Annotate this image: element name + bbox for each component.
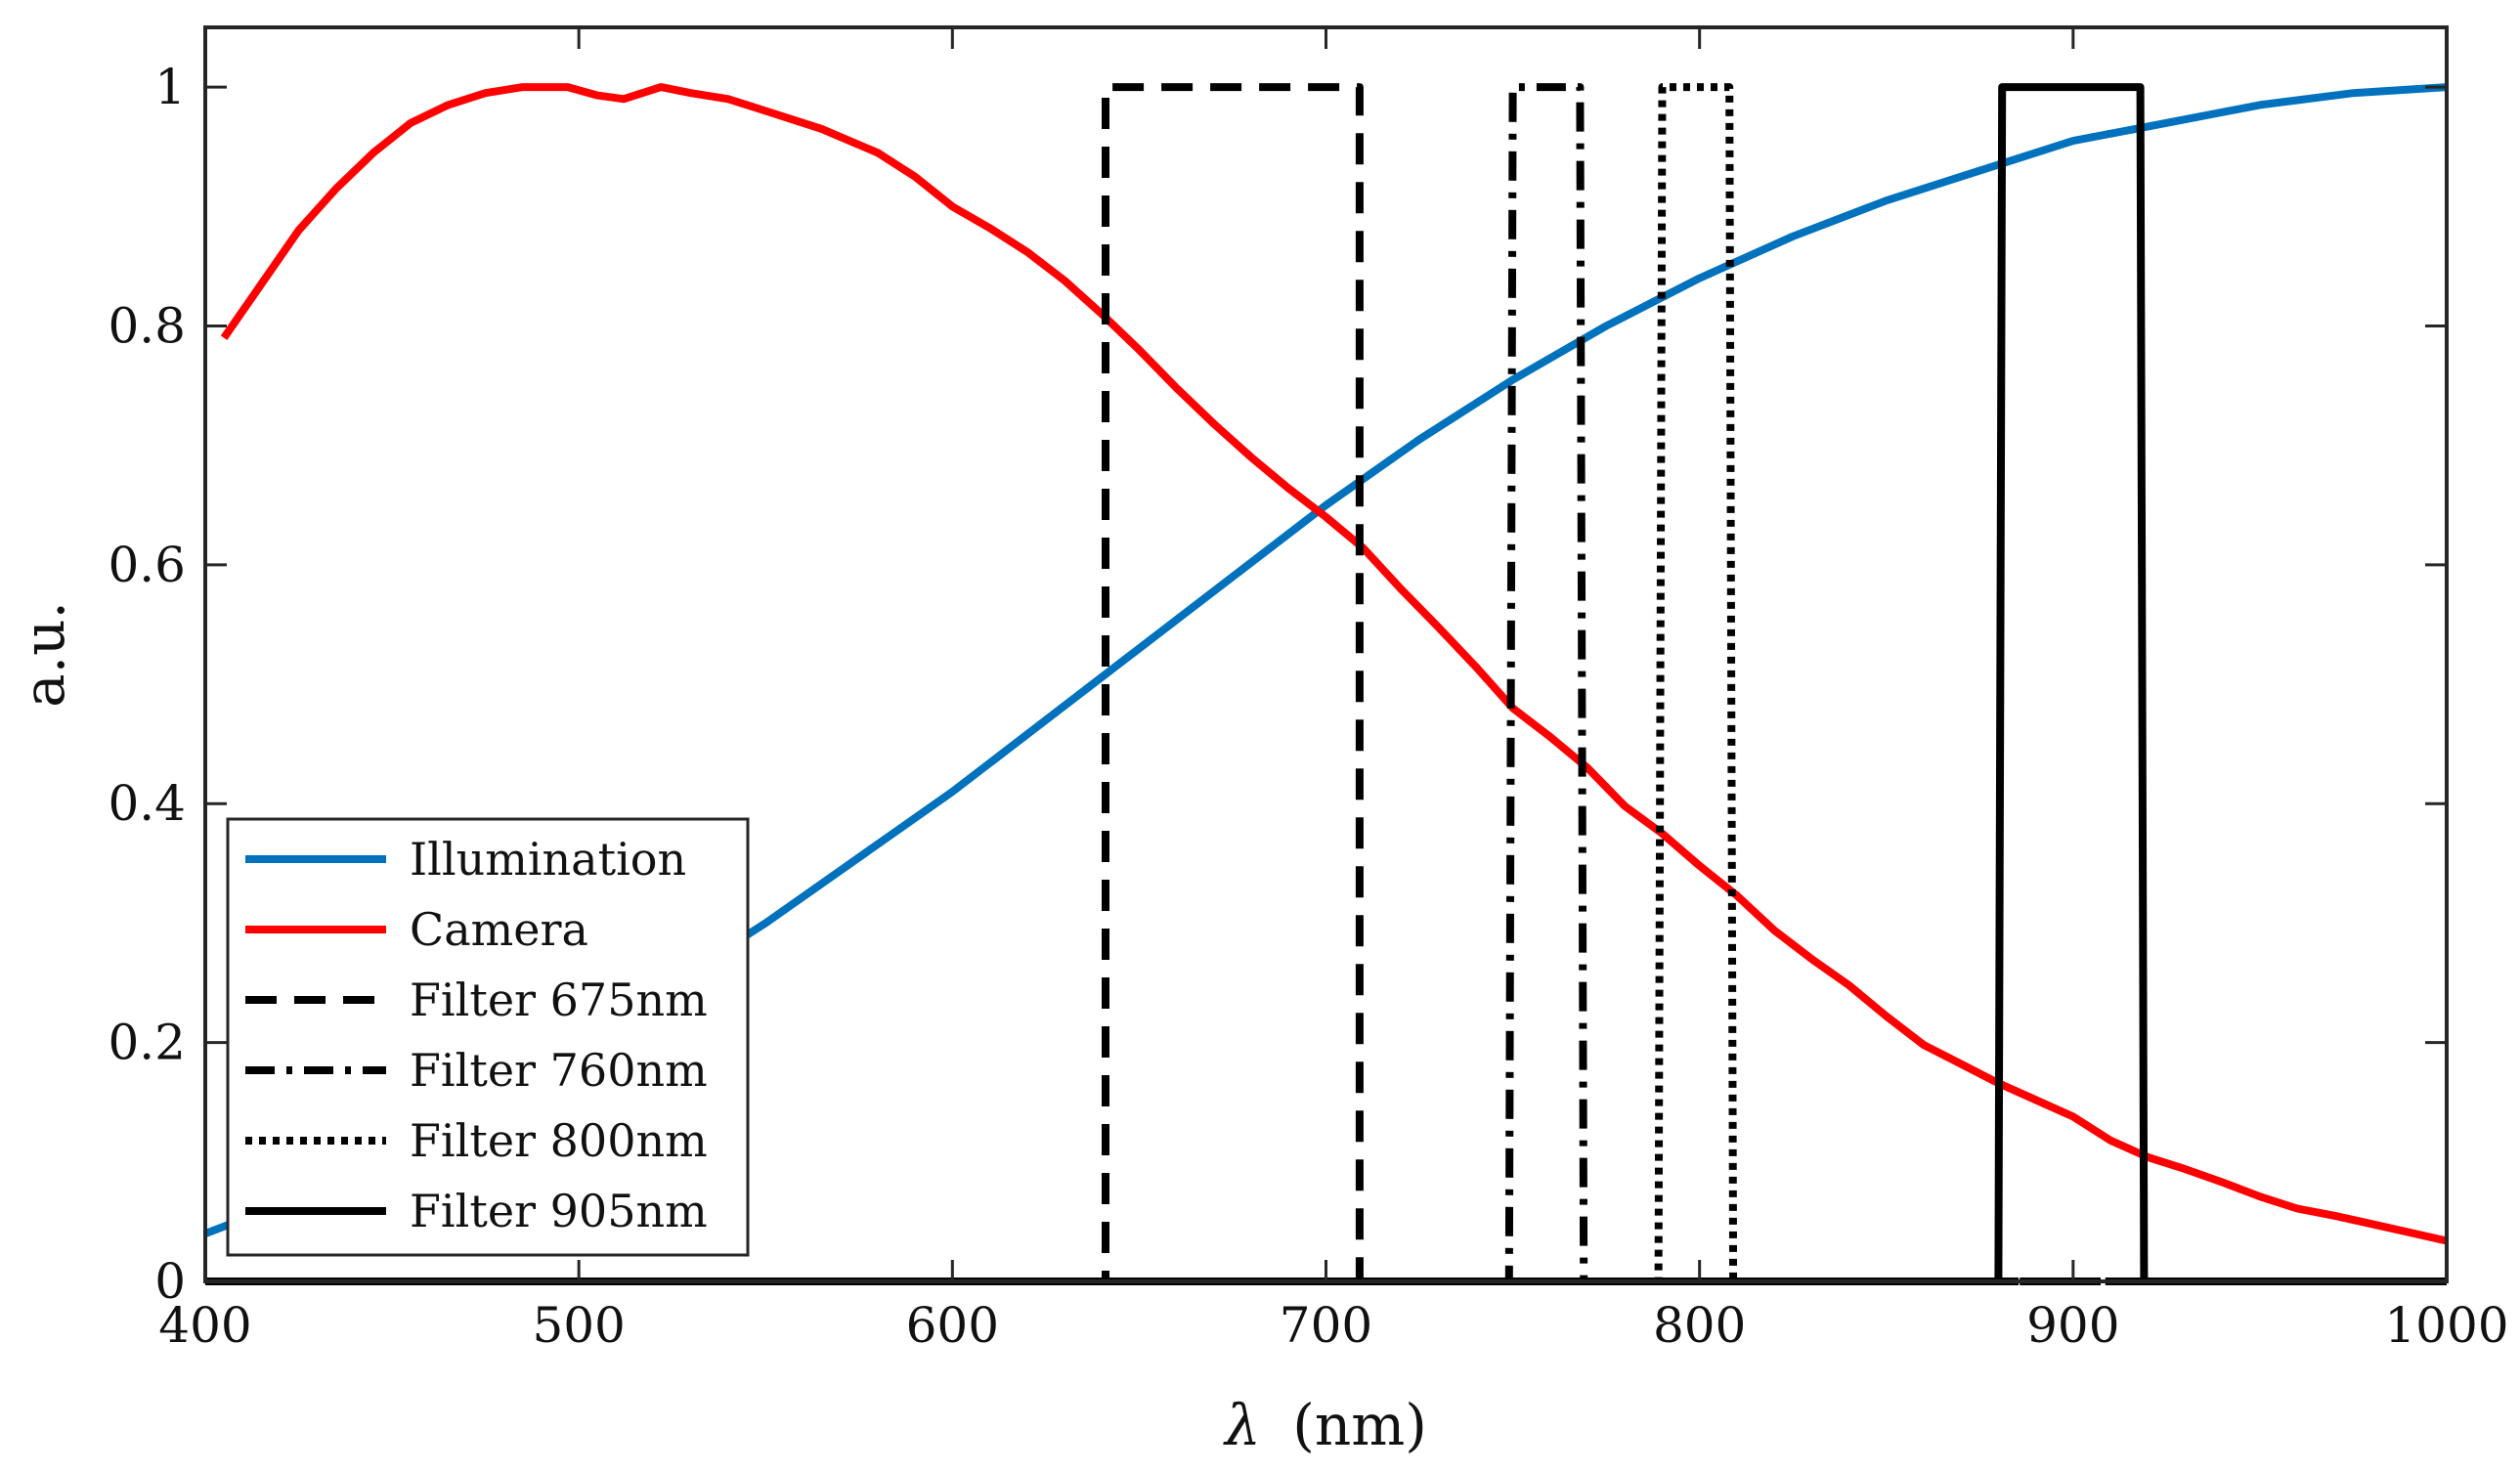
y-tick-label: 0 <box>154 1253 186 1310</box>
y-axis-label: a.u. <box>11 601 77 708</box>
y-tick-label: 0.8 <box>108 297 186 354</box>
y-tick-label: 0.2 <box>108 1015 186 1071</box>
legend-label: Camera <box>410 903 588 956</box>
legend-label: Filter 675nm <box>410 974 708 1026</box>
legend-label: Illumination <box>410 833 686 886</box>
x-axis-label-symbol: λ <box>1223 1392 1261 1458</box>
series-line-filter-760nm <box>205 83 2447 1285</box>
x-tick-label: 600 <box>906 1297 999 1354</box>
x-axis-label-unit: (nm) <box>1292 1392 1427 1458</box>
legend: Illumination Camera Filter 675nm Filter 760… <box>226 817 750 1257</box>
legend-label: Filter 800nm <box>410 1114 708 1167</box>
x-tick-label: 800 <box>1653 1297 1746 1354</box>
x-axis-label: λ (nm) <box>1223 1392 1427 1458</box>
x-tick-label: 700 <box>1280 1297 1372 1354</box>
legend-label: Filter 905nm <box>410 1185 708 1237</box>
x-tick-label: 1000 <box>2384 1297 2508 1354</box>
x-tick-label: 900 <box>2026 1297 2119 1354</box>
legend-box <box>226 817 750 1257</box>
series-line-camera <box>220 83 2448 1245</box>
axis-ticks: 400 500 600 700 800 900 1000 0 0.2 0.4 0.6 0.8 1 <box>108 27 2509 1354</box>
y-tick-label: 0.6 <box>108 537 186 593</box>
legend-label: Filter 760nm <box>410 1044 708 1097</box>
x-tick-label: 500 <box>532 1297 625 1354</box>
y-tick-label: 0.4 <box>108 775 186 832</box>
y-tick-label: 1 <box>154 59 186 115</box>
x-tick-label: 400 <box>158 1297 251 1354</box>
